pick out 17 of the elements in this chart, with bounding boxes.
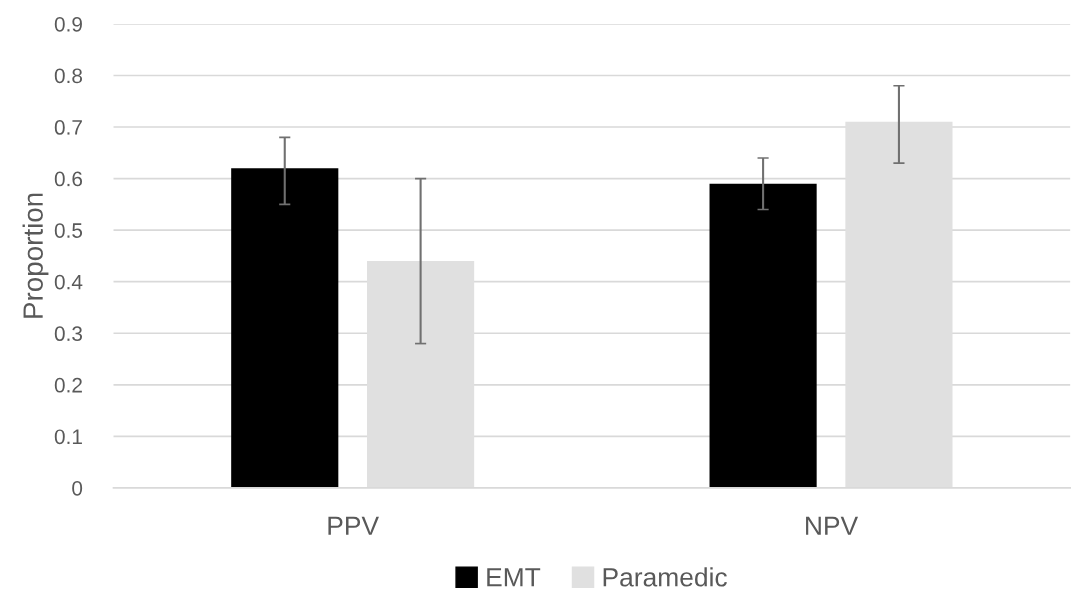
y-tick-label: 0 bbox=[72, 480, 83, 496]
y-axis-title: Proportion bbox=[22, 193, 49, 318]
y-tick-label: 0.1 bbox=[54, 429, 82, 445]
y-tick-label: 0.6 bbox=[54, 171, 83, 187]
legend-label: Paramedic bbox=[603, 567, 727, 587]
x-tick-label: PPV bbox=[328, 516, 379, 535]
y-tick-label: 0.3 bbox=[54, 326, 83, 342]
legend-label: EMT bbox=[487, 568, 541, 587]
y-tick-label: 0.2 bbox=[54, 377, 82, 393]
x-tick-label: NPV bbox=[806, 516, 859, 535]
bar bbox=[709, 183, 817, 488]
y-tick-label: 0.9 bbox=[54, 16, 82, 32]
y-tick-label: 0.8 bbox=[54, 68, 83, 84]
y-tick-label: 0.7 bbox=[54, 120, 82, 135]
y-tick-label: 0.4 bbox=[54, 274, 83, 290]
bar bbox=[231, 168, 339, 488]
y-tick-label: 0.5 bbox=[54, 223, 83, 238]
